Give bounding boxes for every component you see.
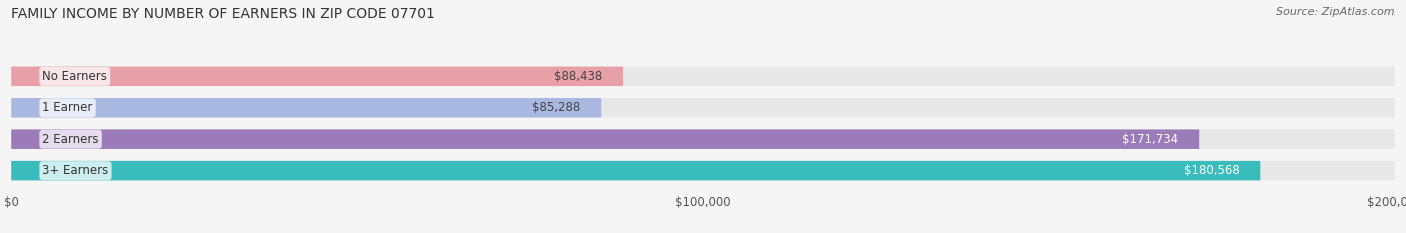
FancyBboxPatch shape — [11, 161, 1395, 180]
Text: $85,288: $85,288 — [533, 101, 581, 114]
FancyBboxPatch shape — [11, 67, 623, 86]
Text: $180,568: $180,568 — [1184, 164, 1240, 177]
Text: No Earners: No Earners — [42, 70, 107, 83]
Text: Source: ZipAtlas.com: Source: ZipAtlas.com — [1277, 7, 1395, 17]
FancyBboxPatch shape — [11, 130, 1395, 149]
Text: $88,438: $88,438 — [554, 70, 602, 83]
Text: 3+ Earners: 3+ Earners — [42, 164, 108, 177]
Text: 1 Earner: 1 Earner — [42, 101, 93, 114]
FancyBboxPatch shape — [11, 98, 1395, 117]
Text: $171,734: $171,734 — [1122, 133, 1178, 146]
Text: FAMILY INCOME BY NUMBER OF EARNERS IN ZIP CODE 07701: FAMILY INCOME BY NUMBER OF EARNERS IN ZI… — [11, 7, 434, 21]
FancyBboxPatch shape — [11, 161, 1260, 180]
FancyBboxPatch shape — [11, 130, 1199, 149]
Text: 2 Earners: 2 Earners — [42, 133, 98, 146]
FancyBboxPatch shape — [11, 67, 1395, 86]
FancyBboxPatch shape — [11, 98, 602, 117]
